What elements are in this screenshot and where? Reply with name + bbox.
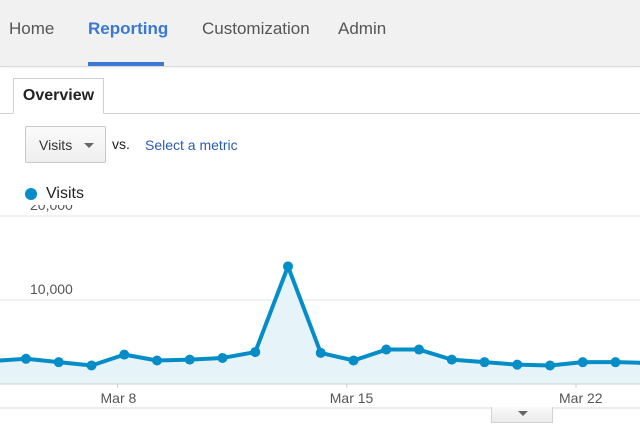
data-point	[348, 355, 359, 366]
data-point	[119, 349, 130, 360]
metric-dropdown-label: Visits	[39, 137, 73, 153]
data-point	[283, 261, 293, 272]
data-point	[381, 344, 392, 355]
data-point	[610, 357, 621, 368]
data-point	[21, 353, 31, 364]
data-point	[250, 347, 261, 358]
data-point	[315, 347, 326, 358]
select-metric-link[interactable]: Select a metric	[145, 137, 238, 153]
tab-overview[interactable]: Overview	[13, 78, 104, 114]
chevron-down-icon	[84, 143, 94, 148]
metric-dropdown[interactable]: Visits	[25, 126, 106, 163]
nav-home[interactable]: Home	[9, 19, 55, 38]
data-point	[479, 357, 490, 368]
data-point	[512, 359, 523, 370]
series-area	[0, 266, 640, 384]
data-point	[53, 357, 64, 368]
y-tick-label: 10,000	[30, 281, 73, 297]
legend-label: Visits	[46, 185, 84, 202]
data-point	[217, 352, 228, 363]
vs-label: vs.	[112, 136, 130, 152]
data-point	[446, 354, 457, 365]
data-point	[86, 360, 97, 371]
nav-admin[interactable]: Admin	[338, 19, 387, 38]
data-point	[152, 355, 162, 366]
series-line	[0, 264, 640, 368]
chart-expand-handle[interactable]	[491, 407, 553, 423]
x-tick-label: Mar 8	[101, 390, 137, 406]
data-point	[577, 357, 588, 368]
data-point	[414, 344, 424, 355]
nav-customization[interactable]: Customization	[202, 19, 310, 38]
y-tick-label: 20,000	[30, 205, 73, 213]
x-tick-label: Mar 15	[330, 390, 374, 406]
chevron-down-icon	[518, 411, 528, 416]
nav-reporting[interactable]: Reporting	[88, 19, 169, 38]
active-nav-indicator	[88, 62, 164, 66]
top-navigation: Home Reporting Customization Admin	[0, 0, 640, 67]
legend-dot-icon	[25, 188, 37, 200]
x-tick-label: Mar 22	[559, 390, 603, 406]
visits-chart: 20,000 10,000 Mar 8 Mar 15 Mar 22	[0, 205, 640, 409]
data-point	[184, 354, 195, 365]
data-point	[545, 360, 555, 371]
tab-strip-divider	[0, 113, 640, 114]
